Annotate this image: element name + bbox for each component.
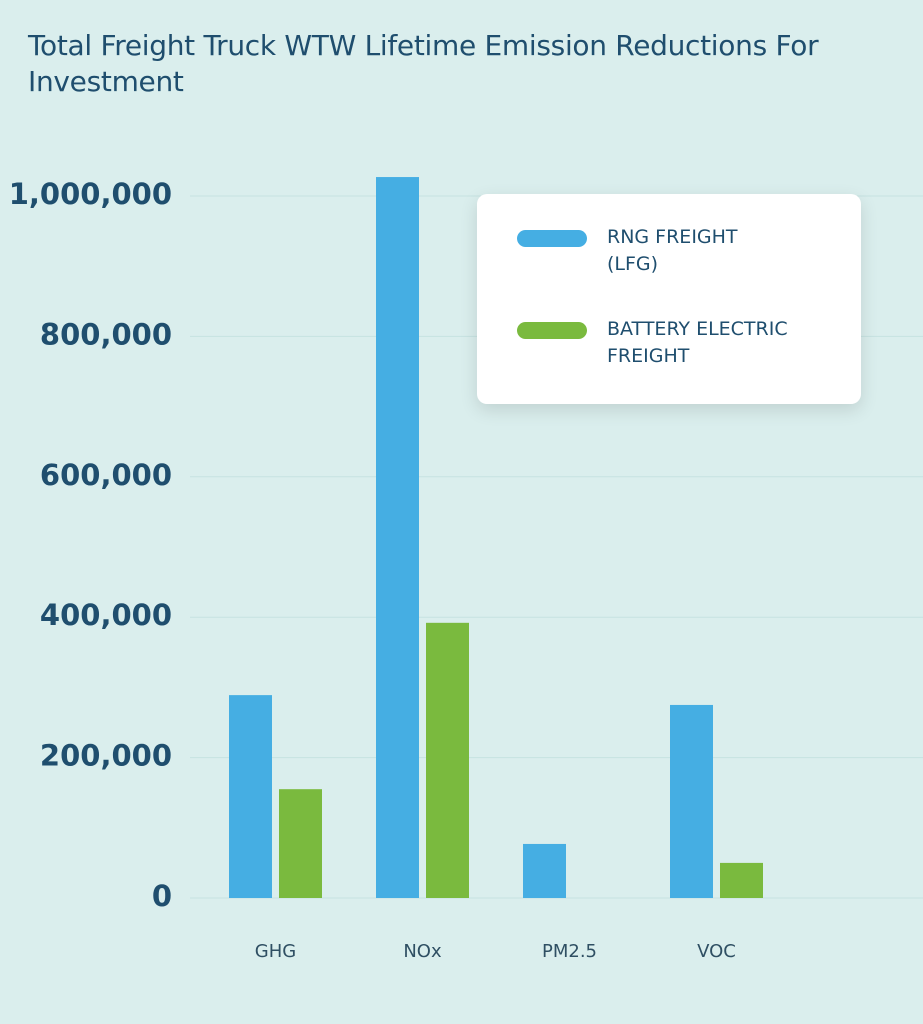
y-tick-label: 800,000: [40, 317, 172, 351]
legend-swatch: [517, 322, 587, 339]
legend-label: RNG FREIGHT (LFG): [607, 226, 738, 275]
y-tick-label: 1,000,000: [9, 177, 172, 211]
y-tick-label: 200,000: [40, 739, 172, 773]
x-tick-label: GHG: [255, 941, 296, 962]
legend-label: BATTERY ELECTRIC FREIGHT: [607, 318, 788, 367]
x-tick-label: VOC: [697, 941, 736, 962]
bar: [426, 622, 469, 898]
bar: [523, 843, 566, 898]
x-tick-label: NOx: [403, 941, 442, 962]
legend-item: RNG FREIGHT (LFG): [517, 224, 738, 278]
legend-item: BATTERY ELECTRIC FREIGHT: [517, 316, 788, 370]
bar: [376, 177, 419, 898]
y-tick-label: 400,000: [40, 598, 172, 632]
bar: [670, 704, 713, 898]
legend: RNG FREIGHT (LFG) BATTERY ELECTRIC FREIGH…: [477, 194, 861, 404]
legend-swatch: [517, 230, 587, 247]
chart-title: Total Freight Truck WTW Lifetime Emissio…: [28, 29, 819, 98]
bar: [229, 695, 272, 898]
bar: [720, 862, 763, 898]
y-tick-label: 0: [152, 879, 172, 913]
x-tick-label: PM2.5: [542, 941, 597, 962]
bar: [279, 789, 322, 898]
y-tick-label: 600,000: [40, 458, 172, 492]
